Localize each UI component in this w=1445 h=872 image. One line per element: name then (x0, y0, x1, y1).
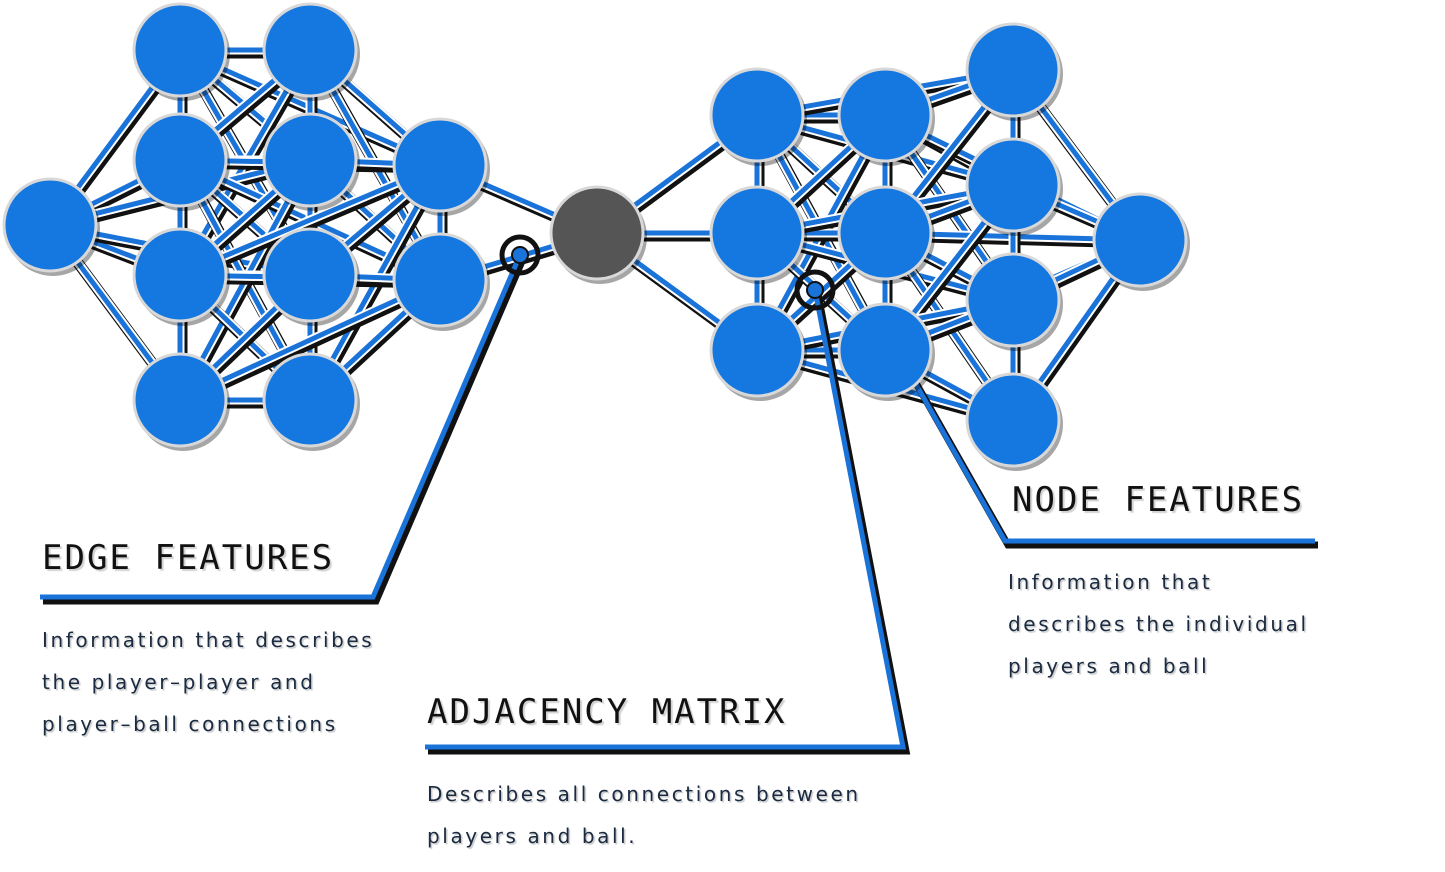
player-node-icon (709, 67, 807, 166)
player-node-icon (392, 117, 490, 216)
edge-features-line: player–ball connections (42, 712, 338, 736)
ball-node-icon (549, 185, 647, 284)
player-node-icon (709, 302, 807, 401)
callout-lines (40, 234, 1318, 755)
node-features-title: NODE FEATURES (1012, 480, 1305, 520)
adjacency-matrix-leader (425, 289, 911, 755)
adjacency-matrix-line: Describes all connections between (427, 782, 861, 806)
player-node-icon (837, 67, 935, 166)
player-node-icon (392, 232, 490, 331)
edge-features-line: the player–player and (42, 670, 316, 694)
player-node-icon (965, 252, 1063, 351)
player-node-icon (132, 2, 230, 101)
player-node-icon (965, 22, 1063, 121)
player-node-icon (262, 2, 360, 101)
edge-features-leader (40, 254, 527, 605)
edge-features-title: EDGE FEATURES (42, 538, 335, 578)
player-node-icon (262, 112, 360, 211)
player-node-icon (2, 177, 100, 276)
player-node-icon (1092, 192, 1190, 291)
node-features-line: describes the individual (1008, 612, 1309, 636)
player-node-icon (132, 112, 230, 211)
adjacency-matrix-title: ADJACENCY MATRIX (427, 692, 787, 732)
player-node-icon (837, 302, 935, 401)
node-features-description: Information that describes the individua… (1008, 561, 1309, 687)
player-node-icon (837, 185, 935, 284)
player-node-icon (965, 137, 1063, 236)
node-features-line: Information that (1008, 570, 1213, 594)
node-features-line: players and ball (1008, 654, 1210, 678)
edge-features-description: Information that describes the player–pl… (42, 619, 374, 745)
player-node-icon (132, 227, 230, 326)
player-node-icon (709, 185, 807, 284)
player-node-icon (965, 372, 1063, 471)
adjacency-matrix-line: players and ball. (427, 824, 638, 848)
edge-anchor-marker (499, 234, 541, 276)
edge-features-line: Information that describes (42, 628, 375, 652)
adjacency-matrix-description: Describes all connections between player… (427, 773, 861, 857)
graph-nodes (2, 2, 1190, 471)
player-node-icon (132, 352, 230, 451)
player-node-icon (262, 227, 360, 326)
player-node-icon (262, 352, 360, 451)
adjacency-anchor-marker (794, 269, 836, 311)
node-features-leader (902, 363, 1318, 549)
